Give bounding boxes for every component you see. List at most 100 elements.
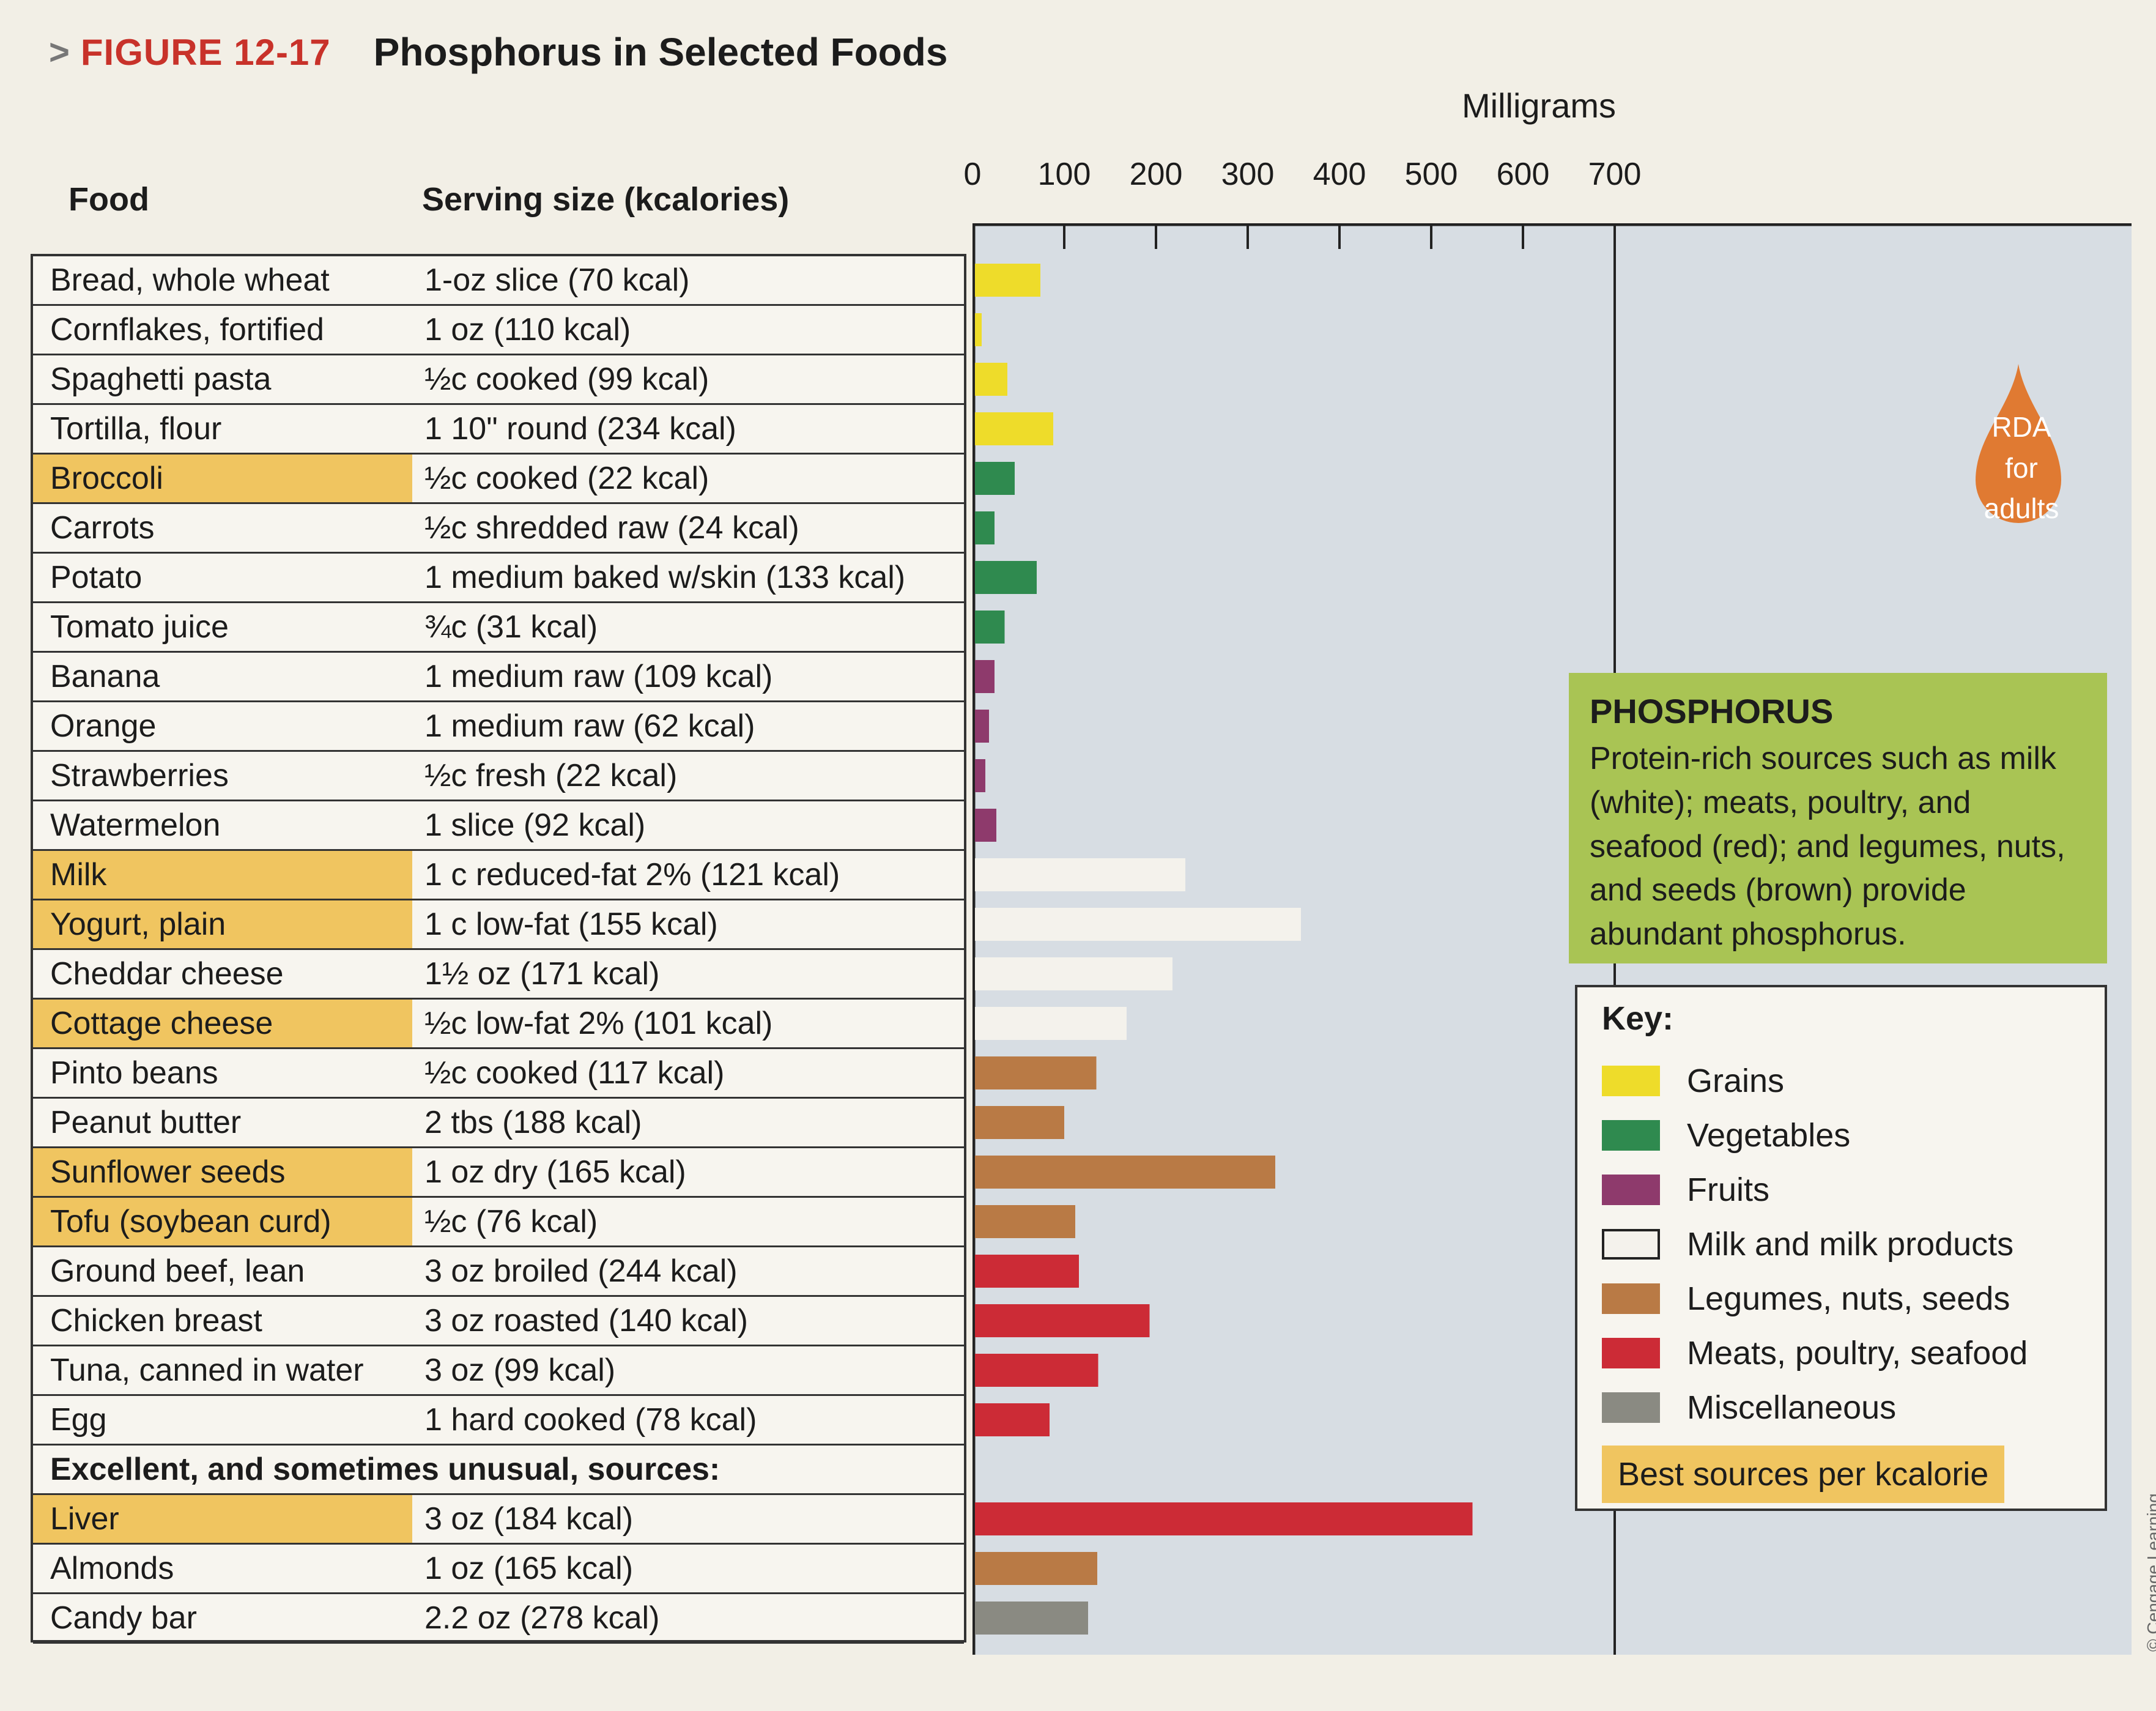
legend-item: Meats, poultry, seafood	[1602, 1326, 2080, 1380]
serving-size: 2 tbs (188 kcal)	[424, 1105, 642, 1140]
table-row: Pinto beans ½c cooked (117 kcal)	[33, 1049, 964, 1099]
serving-size: ½c cooked (22 kcal)	[424, 461, 709, 496]
legend-label: Legumes, nuts, seeds	[1687, 1280, 2010, 1317]
table-row: Strawberries ½c fresh (22 kcal)	[33, 752, 964, 801]
table-row: Almonds 1 oz (165 kcal)	[33, 1545, 964, 1594]
legend-label: Grains	[1687, 1062, 1785, 1099]
serving-size: 1 oz dry (165 kcal)	[424, 1154, 686, 1190]
best-sources-label: Best sources per kcalorie	[1602, 1446, 2005, 1503]
figure-title: Phosphorus in Selected Foods	[373, 30, 948, 74]
serving-size: 1 medium raw (62 kcal)	[424, 708, 755, 744]
table-row: Cheddar cheese 1½ oz (171 kcal)	[33, 950, 964, 1000]
food-name: Peanut butter	[50, 1105, 242, 1140]
bar	[975, 759, 985, 792]
table-row: Chicken breast 3 oz roasted (140 kcal)	[33, 1297, 964, 1346]
credit-line: © Cengage Learning	[2144, 1493, 2156, 1652]
table-row: Ground beef, lean 3 oz broiled (244 kcal)	[33, 1247, 964, 1297]
figure-number: FIGURE 12-17	[80, 31, 331, 73]
bar	[975, 710, 989, 743]
serving-size: ½c (76 kcal)	[424, 1204, 598, 1239]
table-row: Candy bar 2.2 oz (278 kcal)	[33, 1594, 964, 1644]
bar	[975, 1602, 1088, 1635]
serving-size: 1 10" round (234 kcal)	[424, 411, 736, 447]
food-name: Almonds	[50, 1551, 174, 1586]
legend-items: Grains Vegetables Fruits Milk and milk prod…	[1602, 1053, 2080, 1434]
bar	[975, 1205, 1075, 1238]
bar	[975, 858, 1185, 891]
bar	[975, 1056, 1097, 1089]
table-row: Tofu (soybean curd) ½c (76 kcal)	[33, 1198, 964, 1247]
food-name: Yogurt, plain	[33, 900, 412, 948]
section-label: Excellent, and sometimes unusual, source…	[50, 1452, 721, 1487]
food-name: Spaghetti pasta	[50, 362, 272, 397]
section-row: Excellent, and sometimes unusual, source…	[33, 1446, 964, 1495]
table-row: Peanut butter 2 tbs (188 kcal)	[33, 1099, 964, 1148]
food-name: Candy bar	[50, 1600, 197, 1636]
legend-item: Legumes, nuts, seeds	[1602, 1271, 2080, 1326]
table-row: Yogurt, plain 1 c low-fat (155 kcal)	[33, 900, 964, 950]
serving-size: 1 c reduced-fat 2% (121 kcal)	[424, 857, 840, 893]
bar	[975, 1354, 1098, 1387]
food-name: Cottage cheese	[33, 1000, 412, 1047]
x-tick-label: 600	[1496, 157, 1550, 192]
table-row: Banana 1 medium raw (109 kcal)	[33, 653, 964, 702]
table-row: Sunflower seeds 1 oz dry (165 kcal)	[33, 1148, 964, 1198]
figure-header: > FIGURE 12-17 Phosphorus in Selected Fo…	[49, 24, 947, 80]
food-name: Milk	[33, 851, 412, 899]
serving-size: 1 oz (165 kcal)	[424, 1551, 634, 1586]
legend: Key: Grains Vegetables Fruits Milk and milk…	[1575, 985, 2107, 1511]
serving-column-header: Serving size (kcalories)	[422, 181, 790, 218]
food-name: Watermelon	[50, 807, 221, 843]
bar	[975, 264, 1040, 297]
serving-size: 2.2 oz (278 kcal)	[424, 1600, 660, 1636]
legend-swatch	[1602, 1174, 1660, 1205]
food-name: Tomato juice	[50, 609, 229, 645]
serving-size: ½c fresh (22 kcal)	[424, 758, 678, 793]
serving-size: ½c cooked (117 kcal)	[424, 1055, 725, 1091]
serving-size: ½c shredded raw (24 kcal)	[424, 510, 799, 546]
bar	[975, 809, 996, 842]
rda-label-line: RDA	[1991, 411, 2051, 443]
legend-swatch	[1602, 1283, 1660, 1314]
food-name: Strawberries	[50, 758, 229, 793]
legend-item: Fruits	[1602, 1162, 2080, 1217]
food-name: Tofu (soybean curd)	[33, 1198, 412, 1245]
table-row: Orange 1 medium raw (62 kcal)	[33, 702, 964, 752]
rda-label-line: for	[2005, 451, 2038, 484]
food-name: Tuna, canned in water	[50, 1353, 364, 1388]
serving-size: 1 hard cooked (78 kcal)	[424, 1402, 757, 1438]
x-tick-label: 500	[1404, 157, 1458, 192]
table-row: Bread, whole wheat 1-oz slice (70 kcal)	[33, 256, 964, 306]
figure-arrow: >	[49, 32, 70, 72]
legend-title: Key:	[1602, 1000, 1674, 1037]
table-row: Broccoli ½c cooked (22 kcal)	[33, 455, 964, 504]
food-name: Cheddar cheese	[50, 956, 284, 992]
serving-size: 1 slice (92 kcal)	[424, 807, 646, 843]
table-row: Liver 3 oz (184 kcal)	[33, 1495, 964, 1545]
table-row: Milk 1 c reduced-fat 2% (121 kcal)	[33, 851, 964, 900]
bar	[975, 1552, 1097, 1585]
table-row: Tortilla, flour 1 10" round (234 kcal)	[33, 405, 964, 455]
bar	[975, 313, 982, 346]
legend-label: Milk and milk products	[1687, 1225, 2014, 1263]
food-name: Chicken breast	[50, 1303, 262, 1338]
legend-item: Miscellaneous	[1602, 1380, 2080, 1434]
food-name: Bread, whole wheat	[50, 262, 330, 298]
table-row: Watermelon 1 slice (92 kcal)	[33, 801, 964, 851]
legend-swatch	[1602, 1392, 1660, 1423]
serving-size: 1½ oz (171 kcal)	[424, 956, 660, 992]
bar	[975, 1403, 1050, 1436]
x-tick-label: 200	[1129, 157, 1183, 192]
bar	[975, 611, 1005, 644]
bar-chart	[972, 223, 2132, 1655]
bar	[975, 1304, 1150, 1337]
food-name: Potato	[50, 560, 143, 595]
bar	[975, 1502, 1473, 1535]
rda-label-line: adults	[1984, 492, 2059, 525]
food-name: Orange	[50, 708, 157, 744]
x-tick-label: 0	[963, 157, 982, 192]
x-tick-label: 700	[1588, 157, 1642, 192]
serving-size: 3 oz (184 kcal)	[424, 1501, 634, 1537]
food-name: Carrots	[50, 510, 155, 546]
table-row: Tomato juice ¾c (31 kcal)	[33, 603, 964, 653]
